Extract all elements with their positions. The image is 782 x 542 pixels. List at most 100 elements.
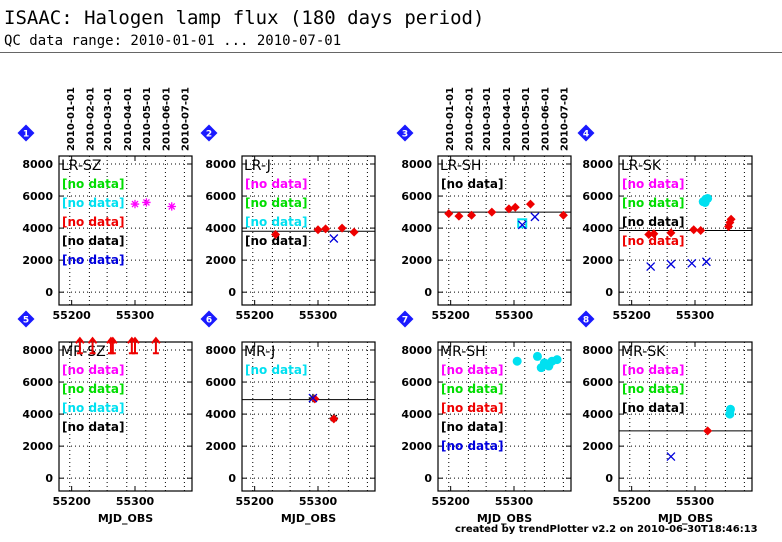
data-point-diamond	[525, 199, 535, 209]
no-data-label: [no data]	[62, 382, 124, 396]
no-data-label: [no data]	[622, 215, 684, 229]
page-subtitle: QC data range: 2010-01-01 ... 2010-07-01	[4, 33, 342, 49]
x-axis-label: MJD_OBS	[281, 512, 336, 525]
plot-frame	[241, 341, 376, 492]
data-point-diamond	[510, 202, 520, 212]
y-tick-label: 0	[605, 472, 613, 485]
no-data-label: [no data]	[62, 363, 124, 377]
no-data-label: [no data]	[622, 363, 684, 377]
no-data-label: [no data]	[441, 177, 503, 191]
x-tick-label: 55200	[236, 495, 275, 508]
y-tick-label: 8000	[582, 158, 613, 171]
data-point-dot	[512, 356, 522, 366]
y-tick-label: 6000	[582, 376, 613, 389]
y-tick-label: 8000	[22, 158, 53, 171]
x-axis-label: MJD_OBS	[477, 512, 532, 525]
panel-label: LR-SH	[440, 158, 481, 174]
panel-number: 6	[206, 316, 212, 326]
data-point-diamond	[487, 207, 497, 217]
y-tick-label: 0	[228, 472, 236, 485]
data-point-uparrow	[151, 336, 161, 355]
chart-panel-4: 0 2000 4000 6000 8000 55200 55300 4 LR-SK [no dat…	[577, 124, 753, 322]
x-tick-label: 55300	[676, 495, 715, 508]
y-tick-label: 6000	[401, 376, 432, 389]
chart-panel-6: 0 2000 4000 6000 8000 55200 55300 MJD_OBS 6 MR-J […	[200, 310, 376, 525]
date-tick-label: 2010-02-01	[464, 87, 475, 151]
y-tick-label: 6000	[582, 190, 613, 203]
x-tick-label: 55300	[299, 495, 338, 508]
panel-number: 7	[402, 316, 408, 326]
panel-number: 5	[23, 316, 29, 326]
panel-number-badge	[577, 310, 595, 328]
y-tick-label: 4000	[582, 222, 613, 235]
panel-label: LR-J	[244, 158, 271, 174]
y-tick-label: 0	[45, 472, 53, 485]
data-point-x	[666, 259, 676, 269]
plot-frame	[618, 155, 753, 306]
x-tick-label: 55300	[676, 309, 715, 322]
no-data-label: [no data]	[622, 401, 684, 415]
y-tick-label: 4000	[401, 408, 432, 421]
plot-frame	[58, 341, 193, 492]
no-data-label: [no data]	[441, 363, 503, 377]
data-point-asterisk	[142, 198, 151, 207]
data-point-diamond	[649, 229, 659, 239]
data-point-uparrow	[108, 336, 118, 355]
y-tick-label: 8000	[22, 344, 53, 357]
data-point-diamond	[329, 414, 339, 424]
panel-number: 2	[206, 130, 212, 140]
date-tick-label: 2010-03-01	[103, 87, 114, 151]
panel-label: LR-SK	[621, 158, 662, 174]
x-tick-label: 55200	[53, 309, 92, 322]
y-tick-label: 2000	[205, 254, 236, 267]
panel-number-badge	[396, 310, 414, 328]
data-point-x	[329, 234, 339, 243]
no-data-label: [no data]	[441, 439, 503, 453]
panel-number-badge	[577, 124, 595, 142]
data-point-diamond	[444, 209, 454, 219]
data-point-asterisk	[130, 199, 140, 209]
no-data-label: [no data]	[622, 196, 684, 210]
panel-number: 4	[583, 130, 589, 140]
data-point-dot	[700, 197, 710, 207]
data-point-diamond	[349, 227, 359, 237]
chart-panel-5: 0 2000 4000 6000 8000 55200 55300 MJD_OBS 5 MR-SZ…	[17, 310, 193, 525]
plot-frame	[241, 155, 376, 306]
date-tick-label: 2010-06-01	[161, 87, 172, 151]
y-tick-label: 6000	[205, 190, 236, 203]
x-tick-label: 55200	[432, 495, 471, 508]
no-data-label: [no data]	[62, 177, 124, 191]
no-data-label: [no data]	[62, 215, 124, 229]
panel-number: 3	[402, 130, 408, 140]
y-tick-label: 0	[424, 286, 432, 299]
no-data-label: [no data]	[622, 177, 684, 191]
data-point-diamond	[726, 214, 736, 224]
y-tick-label: 4000	[205, 222, 236, 235]
y-tick-label: 8000	[582, 344, 613, 357]
y-tick-label: 8000	[205, 344, 236, 357]
data-point-diamond	[558, 210, 568, 220]
no-data-label: [no data]	[245, 363, 307, 377]
data-point-diamond	[271, 230, 281, 240]
x-tick-label: 55300	[495, 309, 534, 322]
x-axis-label: MJD_OBS	[98, 512, 153, 525]
no-data-label: [no data]	[245, 215, 307, 229]
y-tick-label: 6000	[205, 376, 236, 389]
date-tick-label: 2010-05-01	[521, 87, 532, 151]
no-data-label: [no data]	[245, 177, 307, 191]
y-tick-label: 2000	[22, 440, 53, 453]
y-tick-label: 0	[228, 286, 236, 299]
plot-frame	[58, 155, 193, 306]
data-point-diamond	[696, 226, 706, 235]
chart-panel-8: 0 2000 4000 6000 8000 55200 55300 MJD_OBS 8 MR-SK…	[577, 310, 753, 525]
data-point-uparrow	[75, 336, 85, 355]
date-tick-label: 2010-01-01	[445, 87, 456, 151]
data-point-dot	[725, 404, 735, 414]
y-tick-label: 4000	[205, 408, 236, 421]
data-point-x	[308, 393, 318, 403]
data-point-dot	[532, 351, 542, 361]
data-point-x	[517, 220, 527, 230]
plot-frame	[437, 155, 572, 306]
y-tick-label: 2000	[582, 254, 613, 267]
data-point-x	[530, 212, 540, 222]
